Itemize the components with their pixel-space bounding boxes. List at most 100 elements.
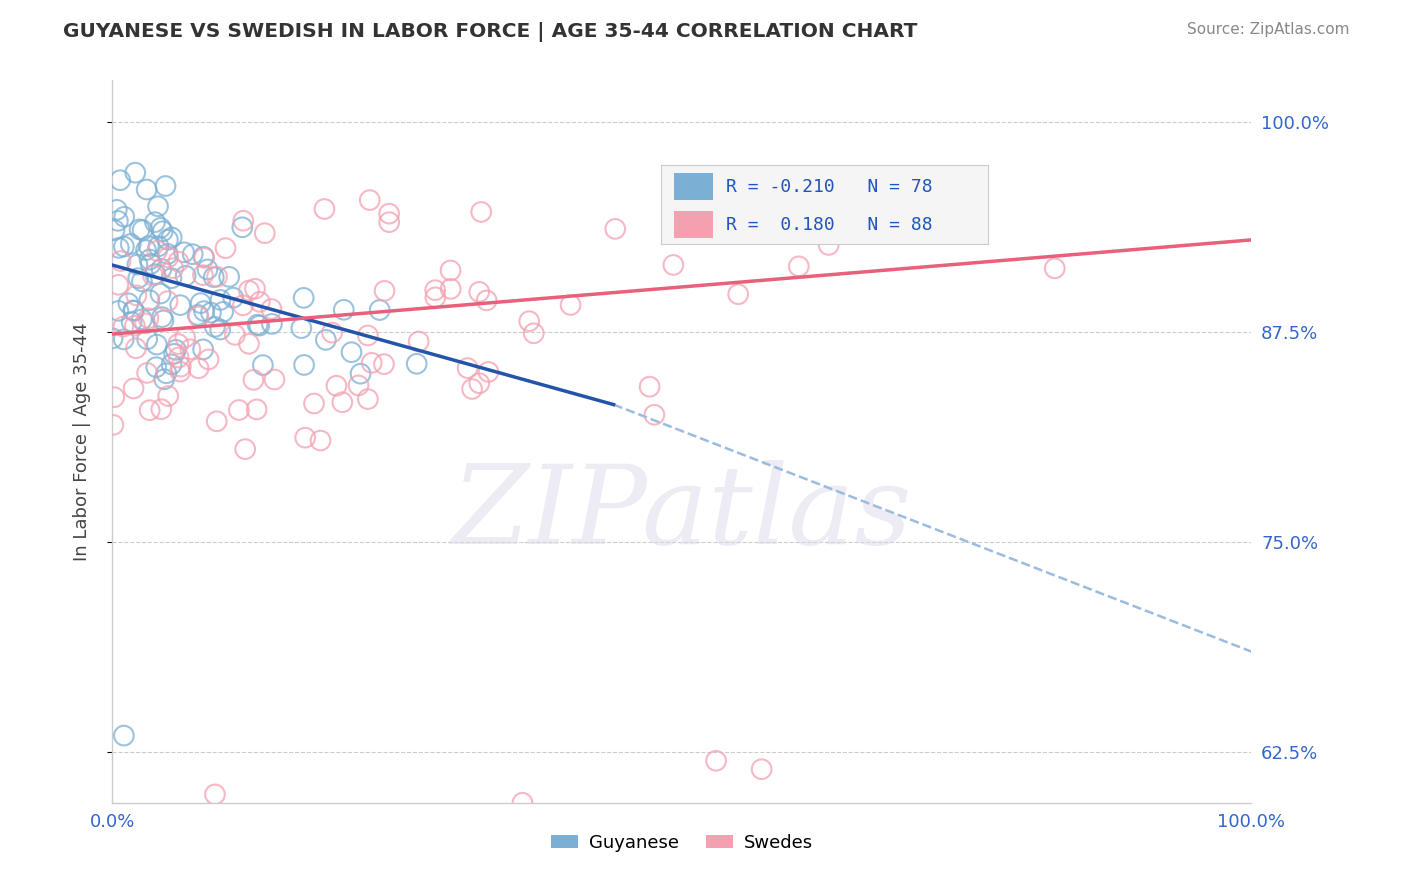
Point: [112, 332, 135, 346]
Point: [205, 414, 228, 428]
Point: [155, 366, 177, 380]
Point: [160, 357, 183, 371]
Point: [165, 343, 187, 357]
Point: [193, 304, 215, 318]
Point: [314, 202, 336, 216]
Point: [150, 310, 173, 325]
Point: [751, 762, 773, 776]
Point: [193, 250, 215, 264]
Point: [135, 182, 157, 196]
Point: [162, 261, 184, 276]
Point: [167, 351, 190, 365]
Point: [373, 357, 395, 371]
Point: [292, 291, 315, 305]
Point: [468, 285, 491, 299]
Point: [124, 318, 146, 333]
Point: [148, 239, 170, 253]
Point: [218, 269, 240, 284]
Point: [290, 321, 312, 335]
Y-axis label: In Labor Force | Age 35-44: In Labor Force | Age 35-44: [73, 322, 91, 561]
Point: [187, 361, 209, 376]
Point: [405, 357, 427, 371]
Point: [138, 403, 160, 417]
Point: [169, 298, 191, 312]
Point: [108, 241, 131, 255]
Point: [197, 352, 219, 367]
Point: [103, 417, 125, 432]
Point: [333, 302, 356, 317]
Point: [238, 336, 260, 351]
Point: [294, 431, 316, 445]
Point: [131, 274, 153, 288]
Point: [439, 263, 461, 277]
Point: [1043, 261, 1066, 276]
Point: [187, 310, 209, 324]
Point: [127, 258, 149, 272]
Point: [425, 283, 447, 297]
Point: [470, 205, 492, 219]
Point: [191, 343, 214, 357]
Point: [212, 305, 235, 319]
Point: [202, 270, 225, 285]
Point: [477, 365, 499, 379]
Point: [153, 372, 176, 386]
Point: [605, 222, 627, 236]
Point: [359, 193, 381, 207]
Point: [260, 301, 283, 316]
Point: [347, 378, 370, 392]
Point: [475, 293, 498, 308]
Point: [107, 277, 129, 292]
Point: [340, 345, 363, 359]
Point: [253, 226, 276, 240]
Point: [138, 239, 160, 253]
Bar: [673, 211, 713, 238]
Point: [125, 341, 148, 355]
Point: [156, 247, 179, 261]
Point: [160, 230, 183, 244]
Point: [112, 319, 135, 334]
Point: [252, 358, 274, 372]
Point: [143, 267, 166, 281]
Point: [408, 334, 430, 349]
Point: [247, 318, 270, 333]
Point: [146, 337, 169, 351]
Point: [228, 403, 250, 417]
Point: [560, 298, 582, 312]
Point: [156, 233, 179, 247]
Point: [138, 252, 160, 267]
Point: [309, 434, 332, 448]
Point: [368, 303, 391, 318]
Point: [246, 318, 269, 332]
Point: [120, 236, 142, 251]
Point: [127, 271, 149, 285]
Point: [149, 220, 172, 235]
Point: [112, 729, 135, 743]
Point: [231, 220, 253, 235]
Point: [131, 312, 153, 326]
Point: [321, 326, 343, 340]
Point: [181, 247, 204, 261]
Point: [425, 290, 447, 304]
Point: [124, 166, 146, 180]
Point: [128, 222, 150, 236]
Point: [260, 317, 283, 331]
Point: [360, 356, 382, 370]
Point: [238, 284, 260, 298]
Point: [523, 326, 546, 341]
Point: [232, 298, 254, 312]
Point: [121, 315, 143, 329]
Point: [517, 314, 540, 328]
Point: [197, 262, 219, 277]
Point: [191, 268, 214, 282]
Point: [122, 381, 145, 395]
Point: [146, 199, 169, 213]
Point: [233, 442, 256, 457]
Point: [349, 367, 371, 381]
Point: [169, 365, 191, 379]
Point: [131, 223, 153, 237]
Point: [330, 395, 353, 409]
Point: [139, 257, 162, 271]
Point: [727, 287, 749, 301]
Text: GUYANESE VS SWEDISH IN LABOR FORCE | AGE 35-44 CORRELATION CHART: GUYANESE VS SWEDISH IN LABOR FORCE | AGE…: [63, 22, 918, 42]
Point: [146, 244, 169, 258]
